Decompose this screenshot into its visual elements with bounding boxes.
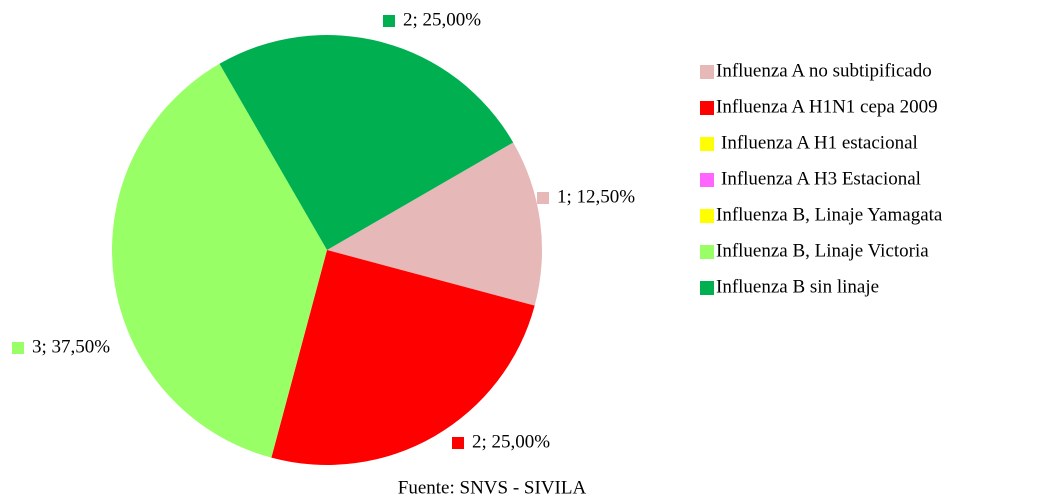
legend-swatch <box>700 137 714 151</box>
pie-slice <box>327 142 542 306</box>
data-label: 2; 25,00% <box>472 431 550 452</box>
data-label: 2; 25,00% <box>403 9 481 30</box>
legend-label: Influenza B sin linaje <box>716 276 879 297</box>
source-note: Fuente: SNVS - SIVILA <box>398 477 587 498</box>
label-swatch <box>537 192 549 204</box>
data-label: 1; 12,50% <box>557 186 635 207</box>
label-swatch <box>12 342 24 354</box>
legend-label: Influenza B, Linaje Yamagata <box>716 204 943 225</box>
legend-swatch <box>700 245 714 259</box>
pie-slice <box>219 35 514 251</box>
legend-label: Influenza A H3 Estacional <box>721 168 921 189</box>
legend-label: Influenza B, Linaje Victoria <box>716 240 929 261</box>
legend-swatch <box>700 281 714 295</box>
label-swatch <box>452 437 464 449</box>
legend-label: Influenza A H1N1 cepa 2009 <box>716 96 938 117</box>
legend-swatch <box>700 173 714 187</box>
label-swatch <box>383 15 395 27</box>
legend-label: Influenza A H1 estacional <box>721 132 918 153</box>
legend-swatch <box>700 101 714 115</box>
legend-swatch <box>700 65 714 79</box>
data-label: 3; 37,50% <box>32 336 110 357</box>
pie-slice <box>271 250 535 466</box>
legend-label: Influenza A no subtipificado <box>716 60 932 81</box>
pie-slice <box>112 63 328 458</box>
legend-swatch <box>700 209 714 223</box>
